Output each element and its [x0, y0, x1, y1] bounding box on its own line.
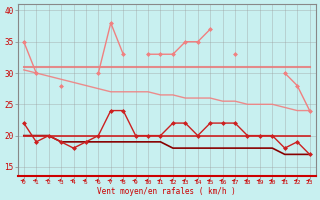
- X-axis label: Vent moyen/en rafales ( km/h ): Vent moyen/en rafales ( km/h ): [97, 187, 236, 196]
